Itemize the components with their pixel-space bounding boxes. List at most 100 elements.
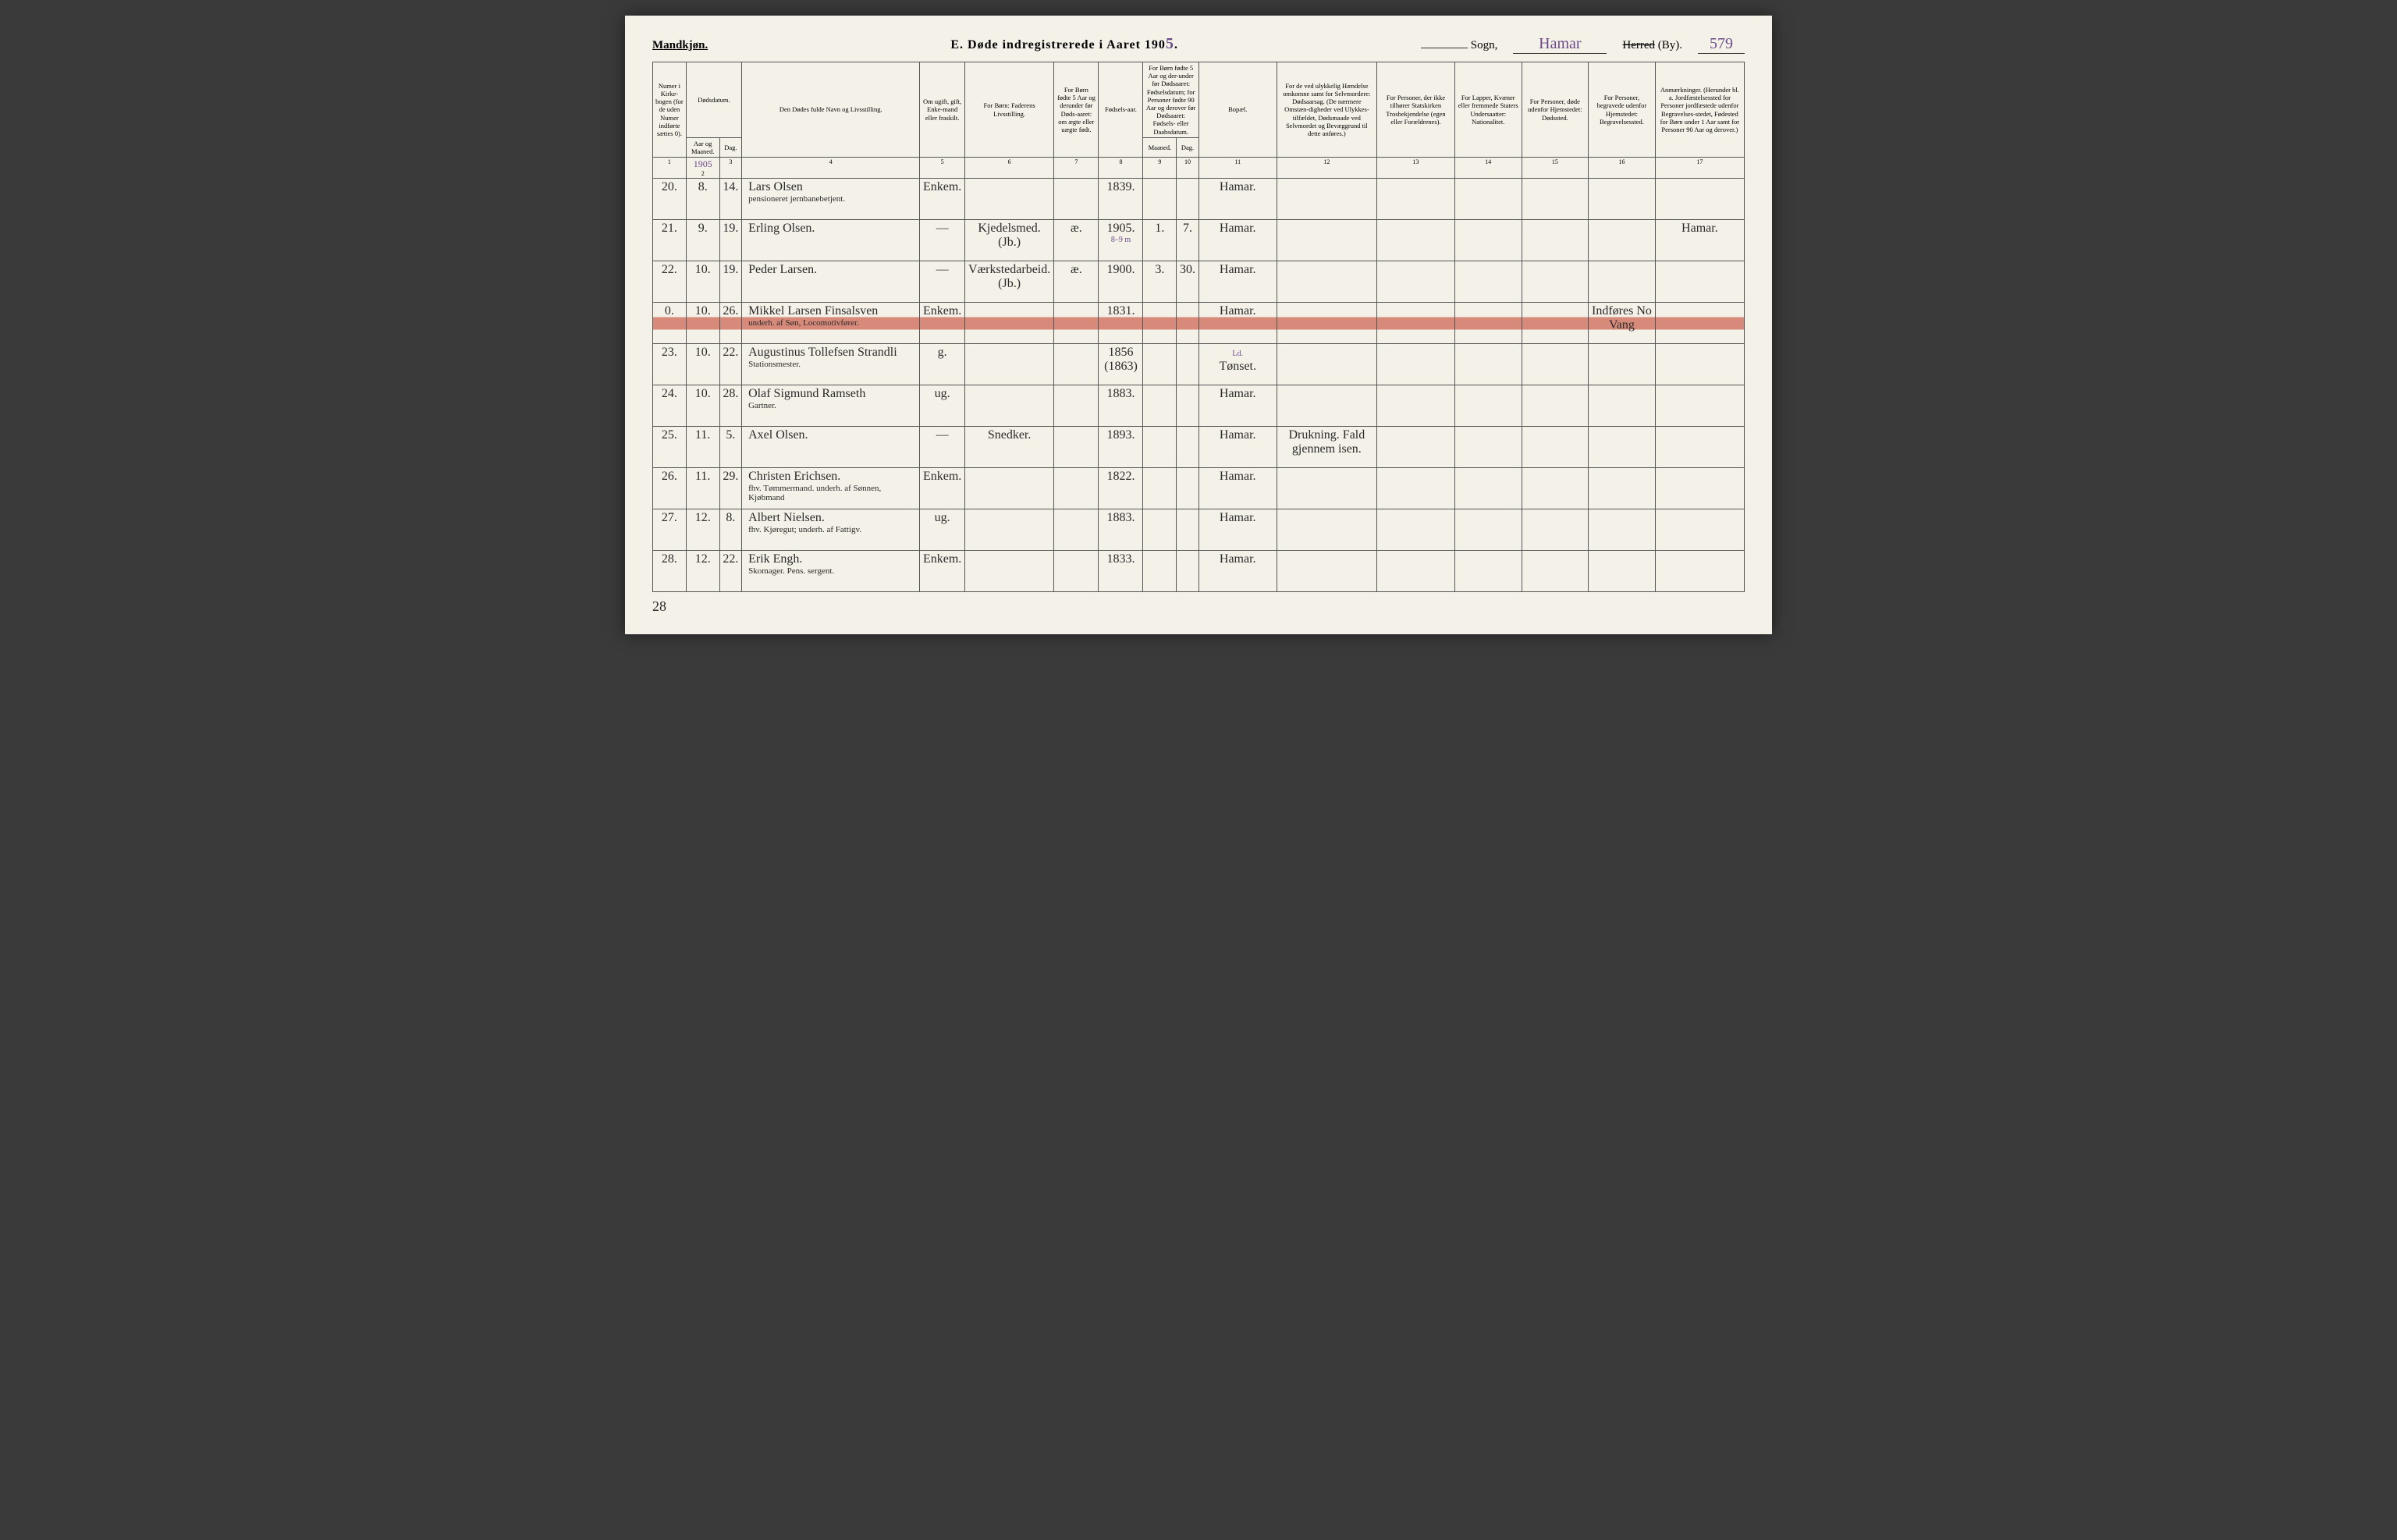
cell: 29. [719,468,742,509]
table-row: 23.10.22.Augustinus Tollefsen StrandliSt… [653,344,1745,385]
cell: 1856 (1863) [1099,344,1143,385]
cell: g. [920,344,964,385]
col-h910: For Børn fødte 5 Aar og der-under før Dø… [1143,62,1198,138]
cell: 20. [653,179,687,220]
cell: 8. [686,179,719,220]
herred-label: Herred [1622,39,1655,51]
page-number: 579 [1698,35,1745,54]
table-row: 20.8.14.Lars Olsenpensioneret jernbanebe… [653,179,1745,220]
cell [1377,468,1455,509]
cell [964,179,1054,220]
cell: 22. [653,261,687,303]
cell [964,344,1054,385]
col-h15: For Personer, døde udenfor Hjemstedet: D… [1522,62,1589,158]
cell [1522,468,1589,509]
cell [1655,427,1744,468]
cell: 26. [653,468,687,509]
cell [1522,220,1589,261]
cell [1655,468,1744,509]
cell [1277,220,1376,261]
cell [1054,427,1099,468]
cell: 0. [653,303,687,344]
cell [1655,303,1744,344]
col-h10: Dag. [1177,137,1199,157]
cell: 7. [1177,220,1199,261]
column-number-row: 1 19052 3 4 5 6 7 8 9 10 11 12 13 14 15 … [653,158,1745,179]
cell [1377,179,1455,220]
cell: Hamar. [1198,551,1277,592]
cell [1522,551,1589,592]
table-row: 26.11.29.Christen Erichsen.fhv. Tømmerma… [653,468,1745,509]
table-row: 27.12.8.Albert Nielsen.fhv. Kjøregut; un… [653,509,1745,551]
cell: 9. [686,220,719,261]
cell: 11. [686,427,719,468]
cell: Hamar. [1198,303,1277,344]
cell [1277,261,1376,303]
col-h4: Den Dødes fulde Navn og Livsstilling. [742,62,920,158]
cell [964,468,1054,509]
cell: Enkem. [920,551,964,592]
cell [1054,179,1099,220]
col-h6: For Børn: Faderens Livsstilling. [964,62,1054,158]
cell [1177,551,1199,592]
cell [964,385,1054,427]
cell: Lars Olsenpensioneret jernbanebetjent. [742,179,920,220]
cell [1377,303,1455,344]
cell [1589,427,1656,468]
cell [1589,179,1656,220]
cell: Kjedelsmed. (Jb.) [964,220,1054,261]
cell [1522,427,1589,468]
cell [1143,385,1177,427]
cell: 14. [719,179,742,220]
cell: Christen Erichsen.fhv. Tømmermand. under… [742,468,920,509]
cell [964,509,1054,551]
cell [1277,303,1376,344]
cell: 23. [653,344,687,385]
cell [1143,509,1177,551]
cell [1377,344,1455,385]
cell: 22. [719,344,742,385]
cell [1522,179,1589,220]
cell: 19. [719,261,742,303]
cell: — [920,220,964,261]
cell: 10. [686,303,719,344]
cell: 27. [653,509,687,551]
cell: Peder Larsen. [742,261,920,303]
cell: 1893. [1099,427,1143,468]
cell: 22. [719,551,742,592]
cell [1054,385,1099,427]
cell [1143,551,1177,592]
col-h3: Dag. [719,137,742,157]
cell: Indføres No Vang [1589,303,1656,344]
cell [1177,179,1199,220]
page-header: Mandkjøn. E. Døde indregistrerede i Aare… [652,35,1745,54]
cell [1589,551,1656,592]
cell [1177,344,1199,385]
gender-label: Mandkjøn. [652,39,708,52]
col-h5: Om ugift, gift, Enke-mand eller fraskilt… [920,62,964,158]
cell: æ. [1054,220,1099,261]
cell: Hamar. [1198,427,1277,468]
cell [1177,385,1199,427]
cell: 1883. [1099,385,1143,427]
table-row: 22.10.19.Peder Larsen.—Værkstedarbeid. (… [653,261,1745,303]
header-right: Sogn, Hamar Herred (By). 579 [1421,35,1745,54]
cell [1655,385,1744,427]
cell: Hamar. [1198,220,1277,261]
cell [1277,385,1376,427]
sogn-value: Hamar [1513,35,1607,54]
cell: Ld.Tønset. [1198,344,1277,385]
cell: Hamar. [1655,220,1744,261]
cell: 19. [719,220,742,261]
table-header: Numer i Kirke-bogen (for de uden Numer i… [653,62,1745,179]
cell: 25. [653,427,687,468]
footer-count: 28 [652,598,1745,615]
cell: Hamar. [1198,179,1277,220]
table-row: 24.10.28.Olaf Sigmund RamsethGartner.ug.… [653,385,1745,427]
cell: — [920,261,964,303]
col-h16: For Personer, begravede udenfor Hjemsted… [1589,62,1656,158]
cell [1277,551,1376,592]
cell [1454,551,1522,592]
cell [1054,344,1099,385]
cell [1589,509,1656,551]
